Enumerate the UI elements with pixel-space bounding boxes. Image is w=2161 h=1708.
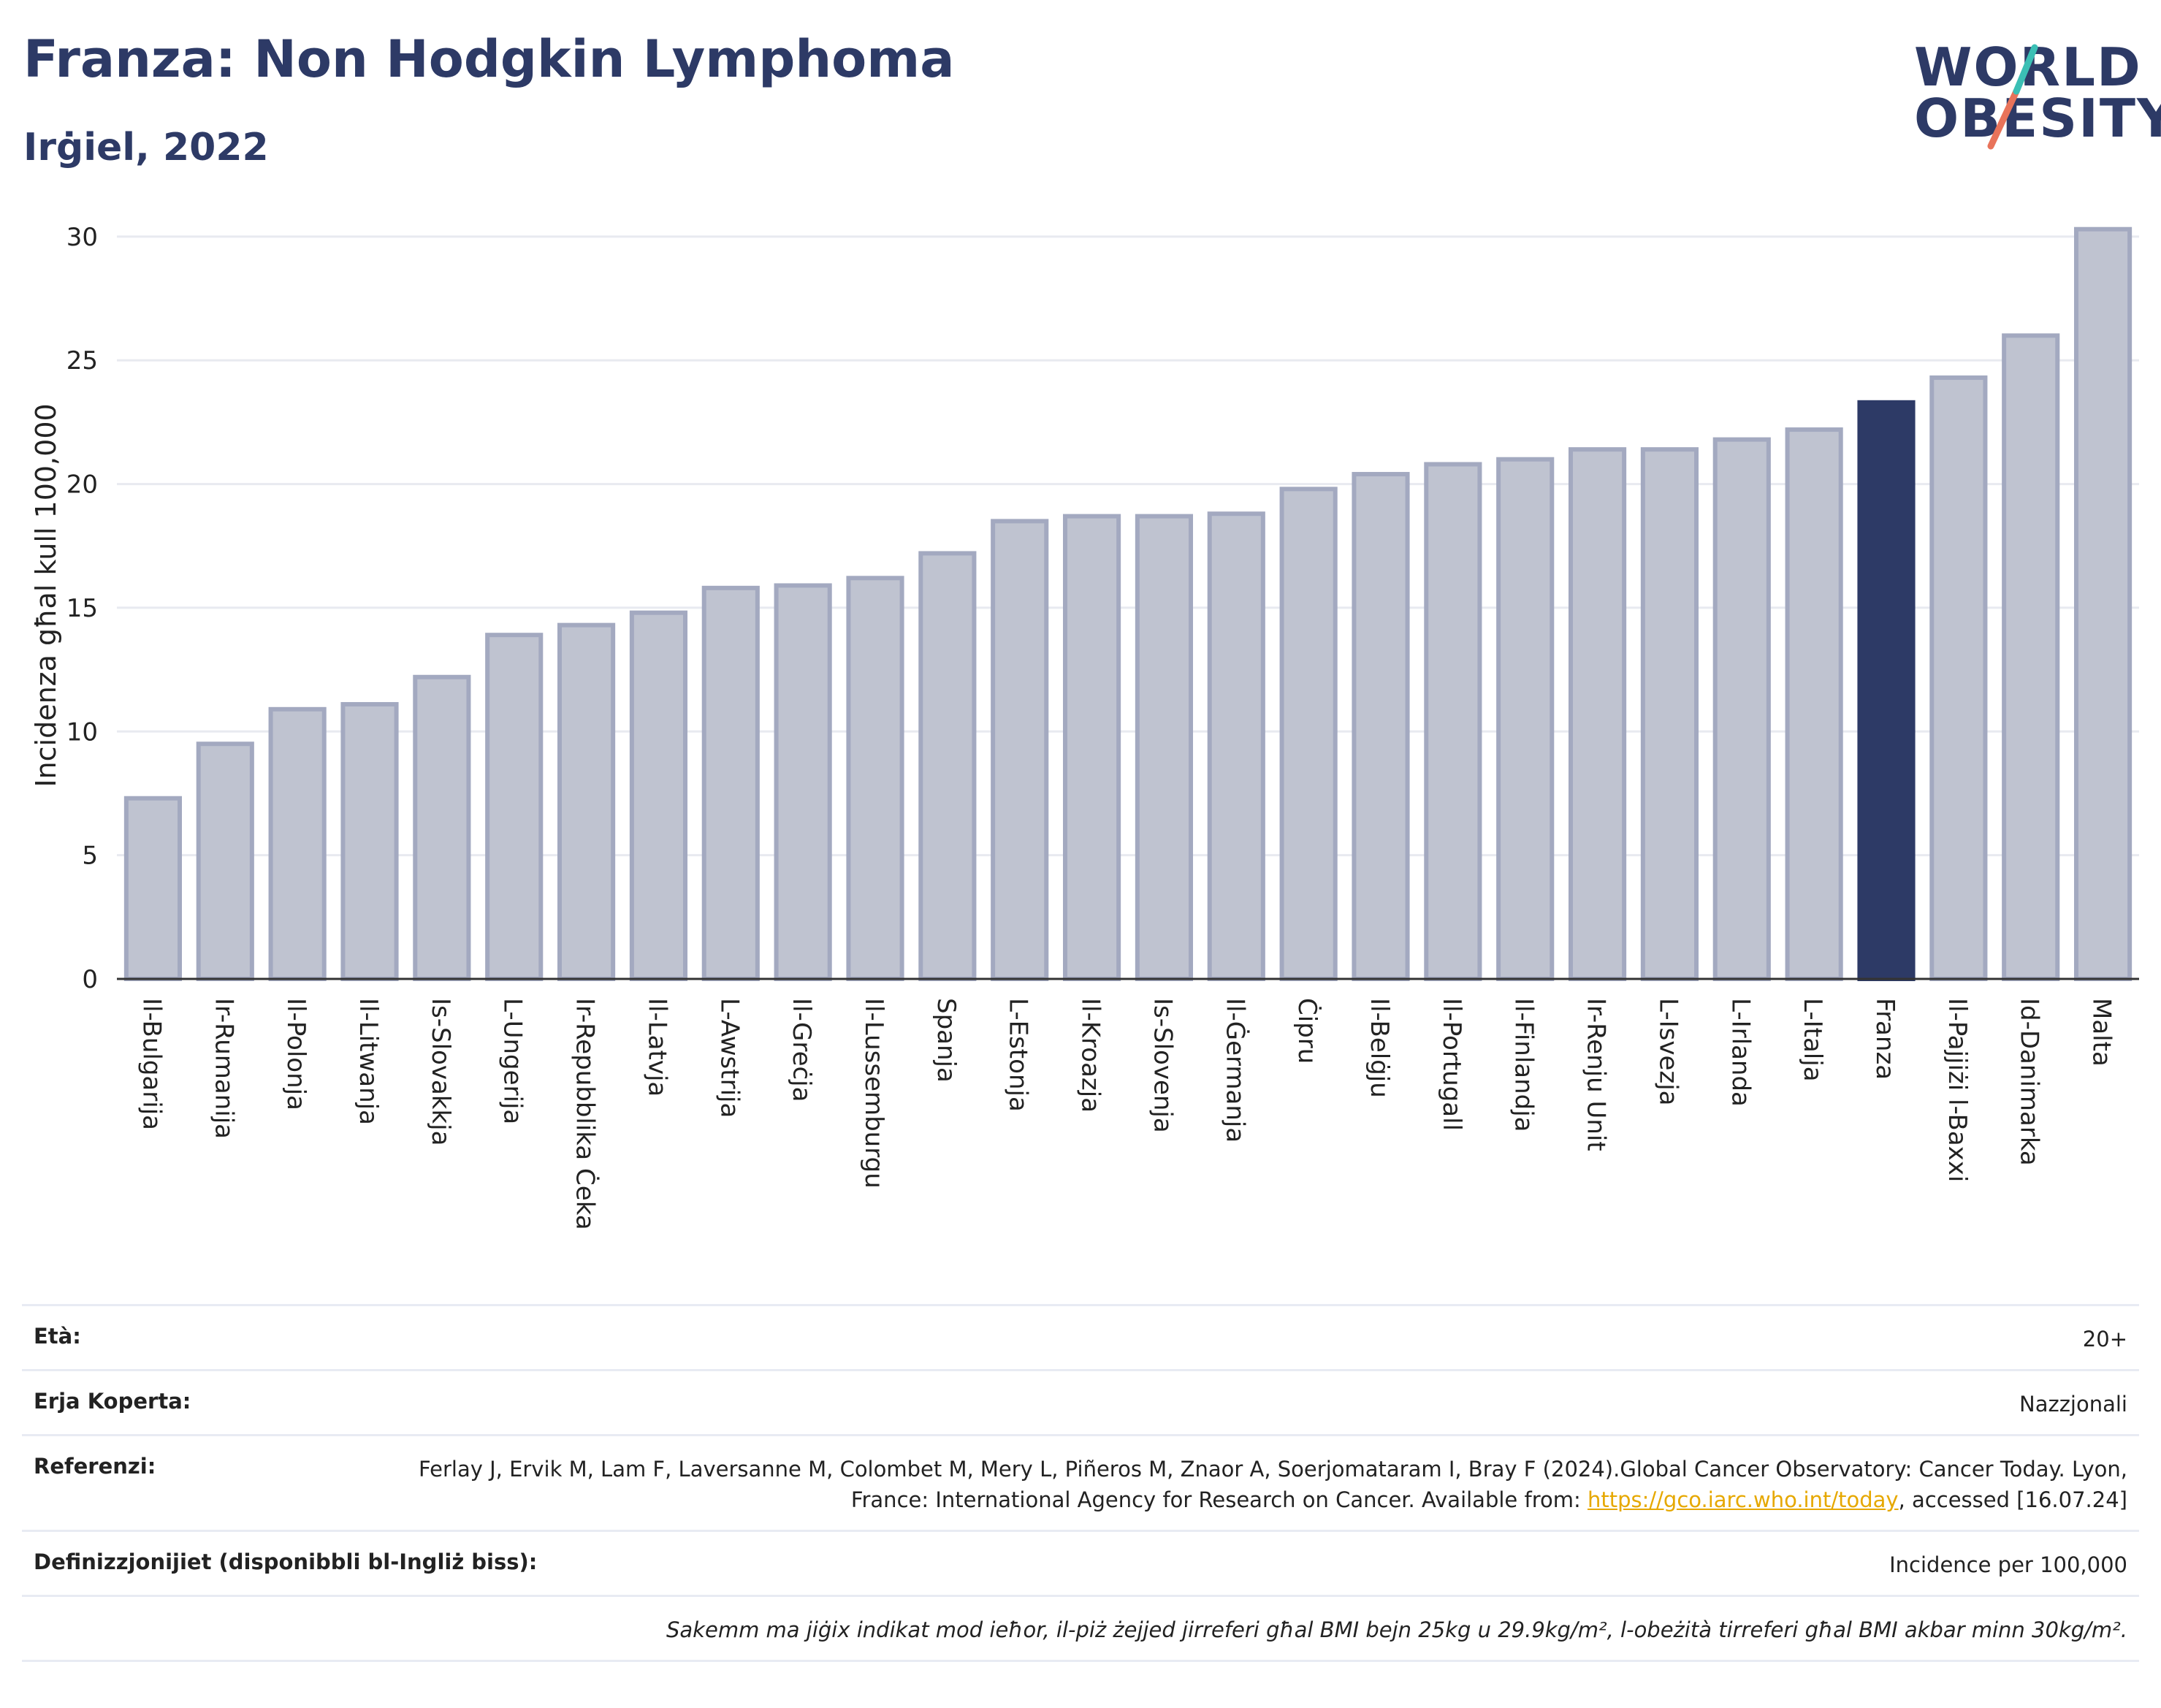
- area-label: Erja Koperta:: [34, 1389, 191, 1414]
- x-tick-label: L-Italja: [1798, 998, 1827, 1082]
- bar: [1929, 375, 1988, 981]
- references-text: Ferlay J, Ervik M, Lam F, Laversanne M, …: [419, 1457, 2127, 1512]
- info-row-definitions: Definizzjonijiet (disponibbli bl-Ingliż …: [22, 1530, 2139, 1595]
- info-row-area: Erja Koperta: Nazzjonali: [22, 1369, 2139, 1434]
- x-tick-label: L-Estonja: [1004, 998, 1033, 1112]
- references-accessed: , accessed [16.07.24]: [1898, 1487, 2127, 1512]
- bar: [1279, 487, 1338, 981]
- bar: [1207, 511, 1265, 981]
- x-tick-label: Ir-Rumanija: [209, 998, 238, 1139]
- x-tick-label: Il-Latvja: [642, 998, 671, 1097]
- x-tick-label: Il-Pajjiżi l-Baxxi: [1943, 998, 1972, 1182]
- logo-slash-icon: [1987, 44, 2038, 150]
- bar: [268, 706, 327, 981]
- x-tick-label: Il-Ġermanja: [1220, 998, 1250, 1143]
- bar: [846, 576, 904, 981]
- info-row-references: Referenzi: Ferlay J, Ervik M, Lam F, Lav…: [22, 1434, 2139, 1530]
- x-tick-label: L-Ungerija: [498, 998, 527, 1124]
- x-tick-label: Spanja: [931, 998, 961, 1083]
- x-tick-label: Franza: [1870, 998, 1899, 1080]
- bar: [2002, 333, 2060, 981]
- age-value: 20+: [2082, 1327, 2127, 1351]
- x-tick-label: L-Irlanda: [1726, 998, 1755, 1107]
- x-tick-label: Ir-Renju Unit: [1582, 998, 1611, 1151]
- info-table: Età: 20+ Erja Koperta: Nazzjonali Refere…: [22, 1304, 2139, 1662]
- info-row-note: Sakemm ma jiġix indikat mod ieħor, il-pi…: [22, 1595, 2139, 1662]
- bar: [1857, 400, 1916, 981]
- bar: [340, 702, 399, 982]
- y-tick-label: 15: [66, 594, 98, 623]
- x-tick-label: Ċipru: [1292, 998, 1322, 1064]
- bar: [1062, 514, 1121, 981]
- area-value: Nazzjonali: [2019, 1392, 2127, 1417]
- bar: [2073, 226, 2133, 981]
- x-tick-label: Ir-Repubblika Ċeka: [571, 998, 601, 1230]
- x-tick-label: Il-Litwanja: [354, 998, 383, 1125]
- y-tick-label: 5: [82, 842, 98, 871]
- y-axis-label: Incidenza għal kull 100,000: [30, 403, 62, 787]
- x-tick-label: Il-Finlandja: [1509, 998, 1539, 1132]
- x-tick-label: Is-Slovakkja: [426, 998, 455, 1145]
- bar: [413, 674, 471, 981]
- bar: [1785, 427, 1843, 981]
- x-tick-label: L-Isvezja: [1653, 998, 1682, 1106]
- x-tick-label: Il-Kroazja: [1076, 998, 1105, 1113]
- bar: [1352, 472, 1410, 981]
- y-tick-label: 30: [66, 223, 98, 252]
- x-tick-label: Il-Polonja: [281, 998, 310, 1110]
- bar: [1640, 447, 1699, 981]
- x-tick-label: Il-Portugall: [1437, 998, 1466, 1131]
- bar: [123, 796, 183, 982]
- bar-chart: 0 5 10 15 20 25 30 Incidenza għal kull 100,000 I…: [30, 223, 2139, 1230]
- bar: [1496, 457, 1555, 982]
- bar: [629, 610, 688, 981]
- bar: [1568, 447, 1627, 981]
- world-obesity-logo: WORLD OBESITY: [1907, 22, 2161, 153]
- bar: [1712, 437, 1771, 981]
- bar: [701, 585, 760, 981]
- x-tick-label: Il-Bulgarija: [137, 998, 166, 1130]
- bar: [918, 551, 977, 981]
- page-title: Franza: Non Hodgkin Lymphoma: [23, 29, 955, 89]
- definitions-label: Definizzjonijiet (disponibbli bl-Ingliż …: [34, 1549, 538, 1574]
- bmi-note: Sakemm ma jiġix indikat mod ieħor, il-pi…: [666, 1617, 2127, 1642]
- x-tick-label: Il-Belġju: [1365, 998, 1394, 1098]
- x-tick-label: Il-Greċja: [787, 998, 816, 1102]
- x-tick-label: L-Awstrija: [714, 998, 744, 1118]
- info-row-age: Età: 20+: [22, 1304, 2139, 1369]
- y-tick-label: 10: [66, 717, 98, 747]
- bar: [1135, 514, 1194, 981]
- bar: [774, 583, 832, 981]
- references-value: Ferlay J, Ervik M, Lam F, Laversanne M, …: [374, 1454, 2127, 1515]
- x-tick-label: Id-Danimarka: [2015, 998, 2044, 1166]
- x-tick-label: Malta: [2087, 998, 2116, 1067]
- references-label: Referenzi:: [34, 1454, 156, 1479]
- x-tick-label: Is-Slovenja: [1148, 998, 1177, 1133]
- page-subtitle: Irġiel, 2022: [23, 126, 269, 169]
- bar: [557, 622, 616, 981]
- age-label: Età:: [34, 1324, 81, 1349]
- y-tick-label: 25: [66, 346, 98, 375]
- logo-text-obesity: OBESITY: [1914, 88, 2161, 149]
- bar: [1424, 462, 1482, 981]
- references-link[interactable]: https://gco.iarc.who.int/today: [1587, 1487, 1899, 1512]
- y-tick-label: 20: [66, 470, 98, 500]
- y-tick-label: 0: [82, 965, 98, 994]
- bar: [485, 633, 544, 981]
- bar: [196, 741, 254, 982]
- definitions-value: Incidence per 100,000: [1889, 1552, 2127, 1577]
- x-tick-label: Il-Lussemburgu: [859, 998, 888, 1189]
- bar: [991, 519, 1049, 981]
